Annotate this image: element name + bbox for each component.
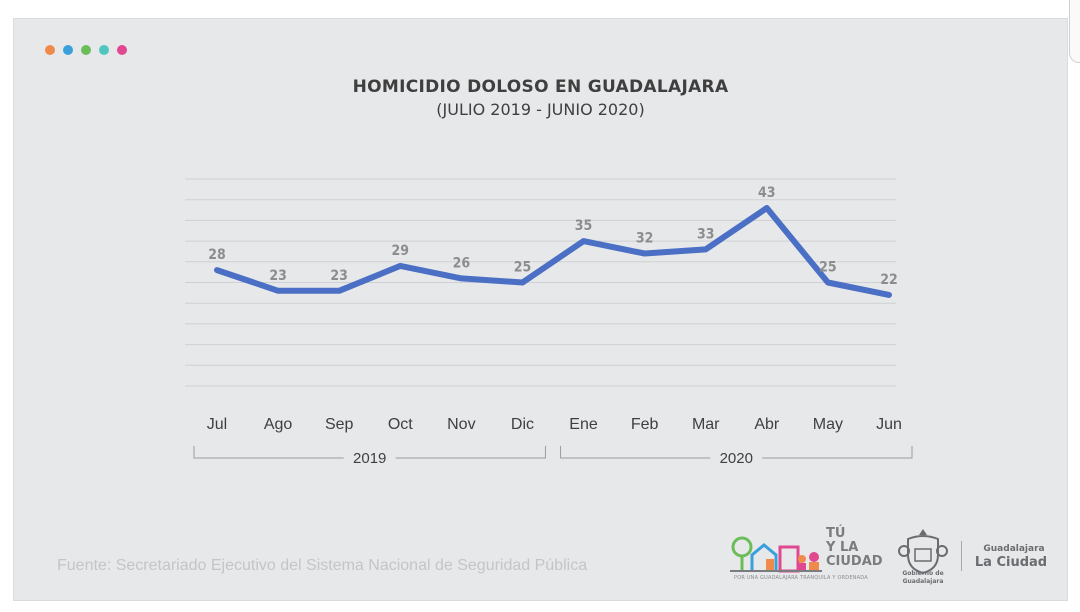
tu-y-la-ciudad-logo <box>730 536 822 573</box>
x-tick-label: Ago <box>264 416 293 433</box>
guadalajara-seal-icon <box>898 529 948 575</box>
chart-title: HOMICIDIO DOLOSO EN GUADALAJARA <box>352 77 729 97</box>
data-label: 43 <box>758 185 776 201</box>
data-label: 23 <box>330 268 348 284</box>
tu-y-la-ciudad-wordmark: TÚ Y LA CIUDAD <box>826 526 883 569</box>
line-chart: 28 23 23 29 26 25 35 32 33 43 25 22 Jul Ago Sep Oct Nov D… <box>185 178 913 467</box>
slide-panel: HOMICIDIO DOLOSO EN GUADALAJARA (JULIO 2… <box>13 18 1068 601</box>
data-label: 32 <box>636 231 654 247</box>
year-label: 2019 <box>353 450 386 467</box>
source-note: Fuente: Secretariado Ejecutivo del Siste… <box>57 557 588 574</box>
year-bracket <box>193 446 546 459</box>
decor-dot <box>45 45 55 55</box>
x-tick-label: Abr <box>754 416 780 433</box>
data-label: 35 <box>575 218 593 234</box>
x-tick-label: Nov <box>447 416 475 433</box>
x-tick-label: Oct <box>388 416 413 433</box>
decor-dot <box>117 45 127 55</box>
seal-caption: Gobierno de Guadalajara <box>902 570 944 585</box>
decor-dot <box>81 45 91 55</box>
data-label: 23 <box>269 268 287 284</box>
gdl-brand-big: La Ciudad <box>974 555 1048 570</box>
gdl-brand-small: Guadalajara <box>983 544 1045 554</box>
x-tick-label: Sep <box>325 416 354 433</box>
x-tick-label: Dic <box>511 416 534 433</box>
chart-subtitle: (JULIO 2019 - JUNIO 2020) <box>436 100 645 119</box>
decor-dots <box>45 45 127 55</box>
year-label: 2020 <box>720 450 753 467</box>
data-label: 25 <box>514 260 532 276</box>
scroll-edge <box>1069 0 1080 63</box>
x-tick-label: Jul <box>207 416 227 433</box>
data-label: 33 <box>697 226 715 242</box>
decor-dot <box>63 45 73 55</box>
data-label: 29 <box>392 243 410 259</box>
x-tick-label: Jun <box>876 416 902 433</box>
logo-divider <box>961 541 962 571</box>
series-line <box>214 205 892 298</box>
x-tick-label: May <box>813 416 843 433</box>
x-tick-label: Feb <box>631 416 659 433</box>
data-label: 22 <box>880 272 898 288</box>
x-tick-label: Ene <box>569 416 598 433</box>
data-label: 25 <box>819 260 837 276</box>
decor-dot <box>99 45 109 55</box>
data-label: 28 <box>208 247 226 263</box>
year-bracket <box>560 446 913 459</box>
data-label: 26 <box>453 255 471 271</box>
tu-tagline: POR UNA GUADALAJARA TRANQUILA Y ORDENADA <box>734 575 868 581</box>
x-tick-label: Mar <box>692 416 720 433</box>
